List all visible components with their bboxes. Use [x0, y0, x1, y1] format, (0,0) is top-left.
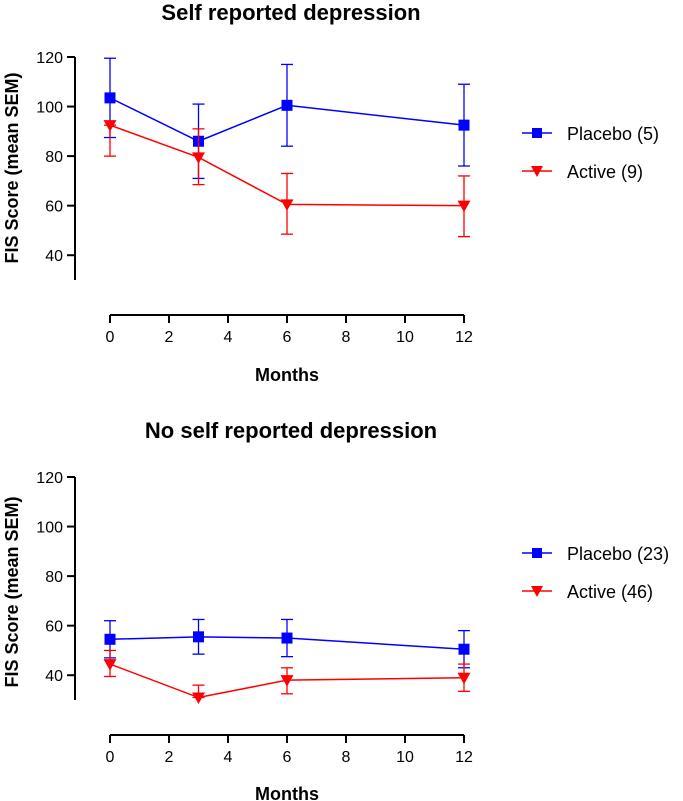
y-tick-label: 40 — [45, 668, 63, 685]
series — [103, 57, 471, 238]
y-axis-label: FIS Score (mean SEM) — [2, 496, 22, 687]
x-axis-label: Months — [255, 784, 319, 801]
x-ticks: 0 2 4 6 8 10 12 — [106, 315, 473, 346]
x-tick-label: 2 — [165, 749, 174, 766]
legend-label: Active (9) — [567, 162, 643, 182]
legend-label: Placebo (5) — [567, 124, 659, 144]
x-tick-label: 0 — [106, 749, 115, 766]
data-point-square — [281, 632, 293, 644]
y-tick-label: 100 — [36, 520, 63, 537]
data-point-square — [193, 631, 204, 643]
data-point-square — [281, 99, 293, 111]
x-tick-label: 6 — [283, 749, 292, 766]
data-point-triangle — [457, 672, 471, 685]
series-active — [103, 120, 471, 238]
legend: Placebo (23) Active (46) — [522, 544, 669, 602]
y-tick-label: 40 — [45, 248, 63, 265]
data-point-square — [458, 119, 470, 131]
y-tick-label: 100 — [36, 100, 63, 117]
x-ticks: 0 2 4 6 8 10 12 — [106, 735, 473, 766]
y-tick-label: 120 — [36, 470, 63, 487]
x-tick-label: 12 — [455, 749, 473, 766]
legend-triangle-marker — [531, 166, 543, 177]
chart-title: Self reported depression — [161, 0, 420, 25]
data-point-triangle — [192, 152, 205, 164]
legend-item-active: Active (46) — [522, 582, 653, 602]
x-tick-label: 12 — [455, 329, 473, 346]
legend-item-placebo: Placebo (23) — [522, 544, 669, 564]
series-active — [103, 649, 471, 705]
y-tick-label: 80 — [45, 569, 63, 586]
series-placebo — [104, 57, 470, 180]
chart-self-reported: Self reported depression FIS Score (mean… — [2, 0, 659, 385]
y-tick-label: 60 — [45, 199, 63, 216]
data-point-square — [458, 643, 470, 655]
chart-no-self-reported: No self reported depression FIS Score (m… — [2, 418, 669, 801]
legend-item-placebo: Placebo (5) — [522, 124, 659, 144]
legend-item-active: Active (9) — [522, 162, 643, 182]
y-tick-label: 120 — [36, 50, 63, 67]
x-axis-label: Months — [255, 365, 319, 385]
series-placebo — [104, 618, 470, 669]
x-tick-label: 8 — [342, 329, 351, 346]
data-point-triangle — [103, 659, 117, 671]
series-line — [109, 124, 465, 207]
y-tick-label: 60 — [45, 619, 63, 636]
x-tick-label: 8 — [342, 749, 351, 766]
legend: Placebo (5) Active (9) — [522, 124, 659, 182]
legend-label: Placebo (23) — [567, 544, 669, 564]
legend-square-marker — [532, 128, 542, 138]
series — [103, 618, 471, 705]
data-point-triangle — [192, 692, 205, 705]
legend-triangle-marker — [531, 586, 543, 597]
data-point-triangle — [457, 200, 471, 213]
chart-title: No self reported depression — [145, 418, 437, 443]
data-point-triangle — [280, 199, 294, 211]
y-ticks: 40 60 80 100 120 — [36, 470, 75, 685]
legend-label: Active (46) — [567, 582, 653, 602]
series-line — [109, 636, 465, 650]
data-point-triangle — [280, 675, 294, 687]
x-tick-label: 10 — [396, 329, 414, 346]
x-tick-label: 4 — [224, 749, 233, 766]
y-axis-label: FIS Score (mean SEM) — [2, 72, 22, 263]
x-tick-label: 6 — [283, 329, 292, 346]
series-line — [109, 663, 465, 699]
data-point-square — [104, 92, 116, 104]
x-tick-label: 0 — [106, 329, 115, 346]
x-tick-label: 10 — [396, 749, 414, 766]
data-point-triangle — [103, 120, 117, 132]
series-line — [109, 97, 465, 143]
y-tick-label: 80 — [45, 149, 63, 166]
y-ticks: 40 60 80 100 120 — [36, 50, 75, 265]
legend-square-marker — [532, 548, 542, 558]
x-tick-label: 2 — [165, 329, 174, 346]
x-tick-label: 4 — [224, 329, 233, 346]
data-point-square — [104, 633, 116, 645]
